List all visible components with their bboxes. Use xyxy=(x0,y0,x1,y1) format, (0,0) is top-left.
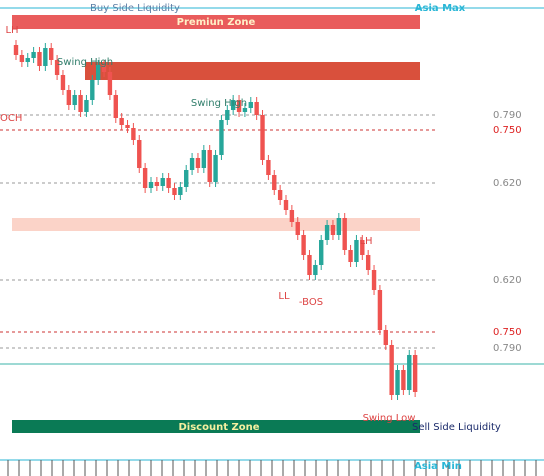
candle xyxy=(160,178,165,186)
swing-high: Swing High xyxy=(57,57,113,68)
candle xyxy=(383,330,388,345)
swing-high: Swing High xyxy=(191,98,247,109)
candle xyxy=(78,95,83,112)
candle xyxy=(354,240,359,262)
candle xyxy=(360,240,365,255)
candle xyxy=(107,72,113,95)
candle xyxy=(142,168,148,188)
candle xyxy=(131,128,136,140)
candle xyxy=(342,218,347,250)
candle xyxy=(213,155,218,182)
candle xyxy=(148,182,154,188)
time-ticks xyxy=(7,460,537,476)
candle xyxy=(84,100,89,112)
candle xyxy=(119,118,124,125)
lh-label: LH xyxy=(359,236,372,247)
candle xyxy=(201,150,207,168)
candle xyxy=(348,250,353,262)
candle xyxy=(248,102,253,108)
candle xyxy=(43,48,48,66)
candle xyxy=(19,55,25,62)
candle xyxy=(336,218,342,235)
candle xyxy=(101,65,107,72)
candle xyxy=(283,200,289,210)
candle xyxy=(330,225,336,235)
candle xyxy=(219,120,224,155)
candle xyxy=(407,355,412,390)
discount-label: Discount Zone xyxy=(178,422,259,433)
ll-label: LL xyxy=(278,291,290,302)
candle xyxy=(37,52,42,66)
candle xyxy=(324,225,330,240)
candle xyxy=(389,345,394,395)
candle xyxy=(60,75,66,90)
candle xyxy=(377,290,383,330)
candle xyxy=(225,110,230,120)
candle xyxy=(266,160,271,175)
candle xyxy=(31,52,36,58)
candle xyxy=(72,95,77,105)
candle xyxy=(195,158,201,168)
candle xyxy=(395,370,400,395)
buy-side-label: Buy Side Liquidity xyxy=(90,3,180,14)
candle xyxy=(412,355,418,392)
candle xyxy=(230,100,236,110)
sell-side-label: Sell Side Liquidity xyxy=(412,422,501,433)
level-label: 0.620 xyxy=(493,178,522,189)
level-label: 0.750 xyxy=(493,327,522,338)
candle xyxy=(137,140,142,168)
candle xyxy=(207,150,212,182)
candle xyxy=(295,222,300,235)
candle xyxy=(178,187,183,195)
candle xyxy=(125,125,130,128)
candle xyxy=(113,95,118,118)
candle xyxy=(95,65,101,80)
asia-min-label: Asia Min xyxy=(414,461,462,472)
candle xyxy=(254,102,259,115)
candle xyxy=(301,235,306,255)
candles xyxy=(13,40,418,400)
premium-zone xyxy=(12,15,420,29)
candle xyxy=(90,80,95,100)
candle xyxy=(307,255,312,275)
fvg-zone xyxy=(12,218,420,231)
supply-zone xyxy=(85,62,420,80)
candle xyxy=(154,182,160,186)
candle xyxy=(184,170,189,187)
candle xyxy=(236,100,242,112)
candle xyxy=(371,270,377,290)
candle xyxy=(25,58,30,62)
levels xyxy=(0,114,435,349)
candle xyxy=(319,240,324,265)
candle xyxy=(365,255,371,270)
candle xyxy=(66,90,72,105)
candle xyxy=(54,60,60,75)
candle xyxy=(313,265,318,275)
candle xyxy=(172,188,177,195)
swing-low: Swing Low xyxy=(363,413,416,424)
choch-label: OCH xyxy=(0,113,22,124)
candle xyxy=(401,370,406,390)
premium-label: Premiun Zone xyxy=(177,17,256,28)
level-label: 0.750 xyxy=(493,125,522,136)
level-label: 0.620 xyxy=(493,275,522,286)
candle xyxy=(289,210,295,222)
level-label: 0.790 xyxy=(493,110,522,121)
discount-zone xyxy=(12,420,420,433)
asia-max-label: Asia Max xyxy=(415,3,466,14)
candle xyxy=(272,175,277,190)
candle xyxy=(49,48,54,60)
candle xyxy=(166,178,171,188)
bos-label: -BOS xyxy=(299,297,323,308)
candle xyxy=(189,158,195,170)
candle xyxy=(260,115,265,160)
lh-label: LH xyxy=(5,25,18,36)
candle xyxy=(242,108,248,112)
candle xyxy=(13,45,19,55)
level-label: 0.790 xyxy=(493,343,522,354)
candle xyxy=(277,190,283,200)
